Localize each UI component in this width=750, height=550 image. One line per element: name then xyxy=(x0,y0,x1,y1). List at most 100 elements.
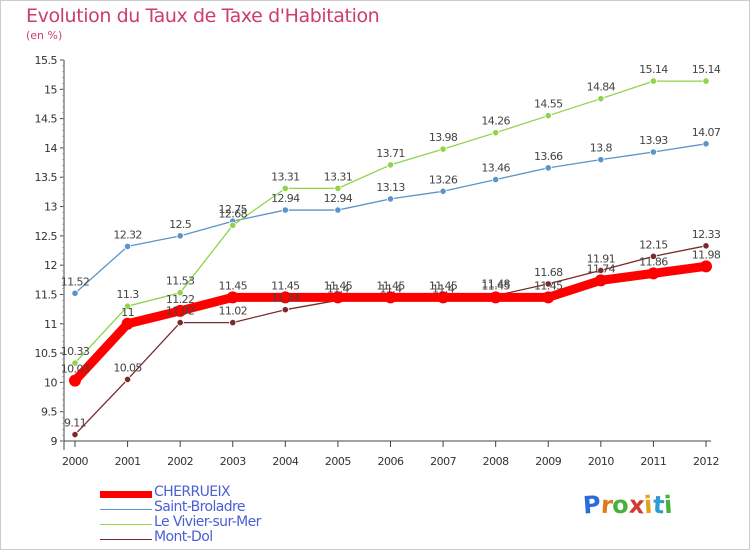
y-tick-label: 13.5 xyxy=(35,171,58,184)
data-point xyxy=(649,252,658,260)
x-tick-label: 2003 xyxy=(220,455,246,468)
data-label: 11.45 xyxy=(376,279,405,292)
x-tick-label: 2002 xyxy=(167,455,193,468)
data-label: 13.26 xyxy=(429,173,458,186)
data-point xyxy=(492,175,500,184)
legend-label-mont-dol: Mont-Dol xyxy=(154,529,213,545)
data-point xyxy=(649,148,658,156)
data-label: 11 xyxy=(121,306,134,319)
data-label: 13.31 xyxy=(271,170,300,183)
legend-label-saint-broladre: Saint-Broladre xyxy=(154,499,246,515)
data-label: 11.4 xyxy=(379,282,402,295)
y-tick-label: 11.5 xyxy=(35,288,58,301)
legend-item-mont-dol: Mont-Dol xyxy=(100,529,300,546)
legend-label-le-vivier-sur-mer: Le Vivier-sur-Mer xyxy=(154,514,261,530)
data-label: 11.91 xyxy=(587,252,616,265)
data-point xyxy=(542,291,555,304)
data-label: 11.45 xyxy=(324,279,353,292)
data-point xyxy=(281,306,289,314)
data-label: 11.22 xyxy=(166,293,195,306)
x-tick-label: 2004 xyxy=(272,455,298,468)
logo-letter: i xyxy=(663,490,674,520)
chart-title: Evolution du Taux de Taxe d'Habitation xyxy=(26,5,380,27)
legend-swatch-mont-dol xyxy=(100,539,152,540)
x-tick-label: 2011 xyxy=(640,455,666,468)
data-label: 11.02 xyxy=(219,305,248,318)
data-label: 11.4 xyxy=(432,282,455,295)
data-point xyxy=(437,291,450,304)
y-tick-label: 15 xyxy=(44,83,57,96)
data-label: 13.8 xyxy=(590,142,613,155)
legend-item-le-vivier-sur-mer: Le Vivier-sur-Mer xyxy=(100,514,300,531)
data-label: 14.07 xyxy=(692,126,721,139)
x-tick-label: 2008 xyxy=(483,455,509,468)
proxiti-logo: Proxiti xyxy=(582,490,674,520)
data-point xyxy=(229,221,237,229)
data-point xyxy=(386,195,395,203)
y-tick-label: 14.5 xyxy=(35,113,58,126)
data-label: 13.13 xyxy=(376,181,405,194)
data-label: 10.03 xyxy=(61,363,90,376)
data-label: 13.66 xyxy=(534,150,563,163)
x-tick-label: 2012 xyxy=(693,455,719,468)
logo-letter: P xyxy=(582,490,602,520)
y-tick-label: 10.5 xyxy=(35,347,58,360)
data-point xyxy=(702,77,710,85)
data-label: 11.86 xyxy=(639,255,668,268)
data-label: 9.11 xyxy=(64,417,86,430)
data-label: 10.33 xyxy=(61,345,90,358)
data-label: 13.98 xyxy=(429,131,458,144)
data-point xyxy=(384,291,397,304)
data-label: 11.24 xyxy=(271,292,300,305)
data-label: 10.05 xyxy=(113,361,142,374)
data-point xyxy=(334,184,342,192)
data-label: 13.71 xyxy=(376,147,405,160)
data-point xyxy=(647,267,660,280)
x-tick-label: 2010 xyxy=(588,455,614,468)
data-label: 14.55 xyxy=(534,98,563,111)
data-point xyxy=(597,156,605,164)
data-point xyxy=(174,304,187,317)
y-tick-label: 10 xyxy=(44,376,57,389)
data-label: 12.15 xyxy=(639,238,668,251)
data-label: 13.31 xyxy=(324,170,353,183)
data-label: 13.93 xyxy=(639,134,668,147)
data-label: 12.33 xyxy=(692,228,721,241)
data-point xyxy=(597,95,605,103)
x-tick-label: 2001 xyxy=(115,455,141,468)
y-tick-label: 9.5 xyxy=(41,406,57,419)
data-point xyxy=(702,140,710,148)
data-label: 11.45 xyxy=(219,279,248,292)
data-point xyxy=(544,164,552,172)
data-point xyxy=(597,266,605,275)
data-point xyxy=(123,242,132,250)
data-point xyxy=(544,112,552,120)
data-point xyxy=(386,161,395,169)
x-tick-label: 2006 xyxy=(378,455,404,468)
y-tick-label: 9 xyxy=(51,435,58,448)
x-tick-label: 2000 xyxy=(62,455,88,468)
data-label: 11.98 xyxy=(692,248,721,261)
data-label: 14.84 xyxy=(587,81,616,94)
data-label: 15.14 xyxy=(639,63,668,76)
data-label: 13.46 xyxy=(481,162,510,175)
data-label: 12.5 xyxy=(169,218,192,231)
data-point xyxy=(331,291,344,304)
data-point xyxy=(700,260,712,273)
chart-subtitle: (en %) xyxy=(26,29,63,42)
data-point xyxy=(226,291,239,304)
y-tick-label: 11 xyxy=(44,318,57,331)
data-label: 11.53 xyxy=(166,275,195,288)
data-point xyxy=(279,291,292,304)
legend-swatch-saint-broladre xyxy=(100,509,152,510)
legend-swatch-le-vivier-sur-mer xyxy=(100,524,152,525)
logo-letter: o xyxy=(611,490,630,520)
data-label: 12.32 xyxy=(113,228,142,241)
data-label: 11.45 xyxy=(271,279,300,292)
legend-item-cherrueix: CHERRUEIX xyxy=(100,484,300,501)
data-point xyxy=(176,232,184,240)
data-label: 15.14 xyxy=(692,63,721,76)
data-point xyxy=(71,430,79,439)
data-point xyxy=(544,280,552,288)
